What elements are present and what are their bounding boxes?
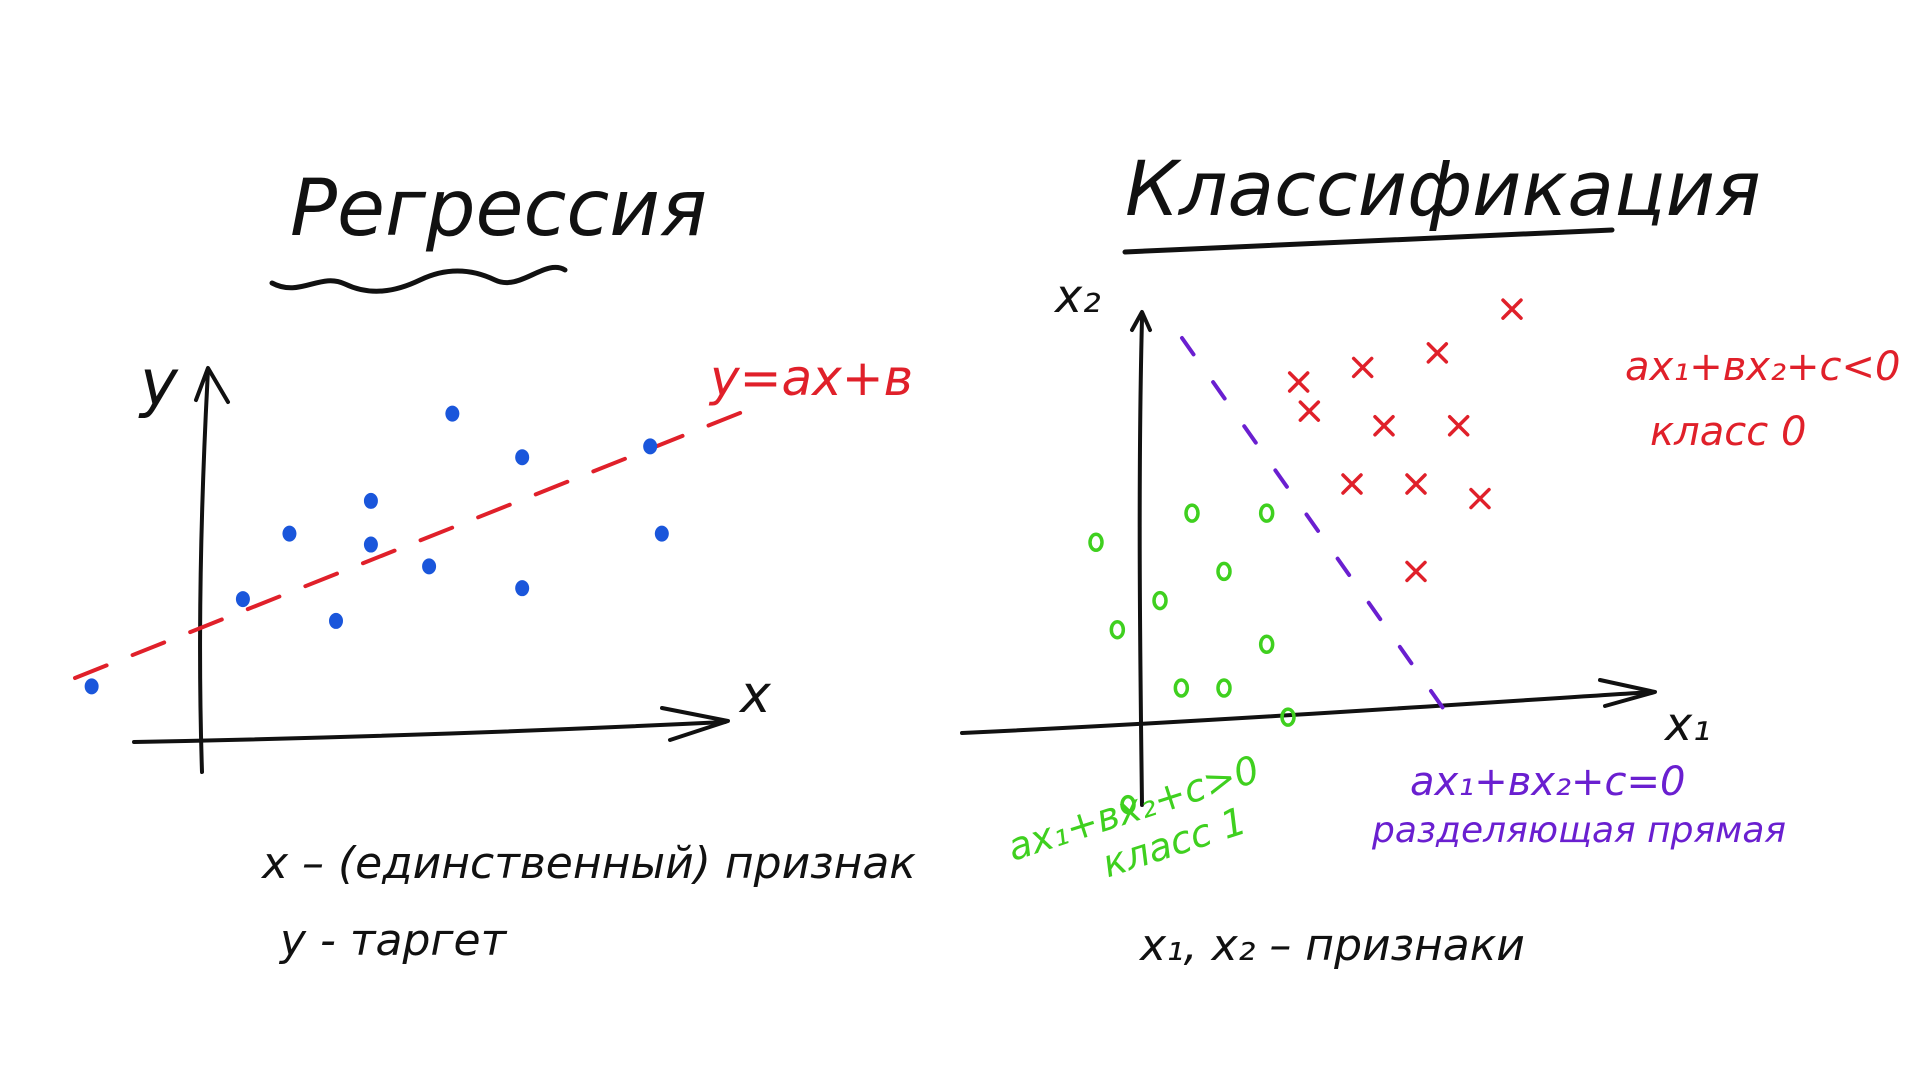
class0-cross-marker bbox=[1405, 473, 1427, 495]
class0-cross-marker bbox=[1351, 356, 1374, 379]
regression-data-point bbox=[363, 492, 378, 509]
classification-decision-boundary bbox=[1180, 336, 1464, 737]
regression-panel: Регрессия y x y=ax+в x – (единственный) … bbox=[73, 164, 916, 966]
class1-circle-marker bbox=[1184, 503, 1200, 523]
regression-data-point bbox=[235, 591, 250, 608]
regression-fit-line bbox=[73, 403, 762, 680]
class1-circle-marker bbox=[1216, 678, 1232, 698]
class0-cross-marker bbox=[1426, 342, 1449, 364]
classification-x1-axis bbox=[960, 690, 1654, 735]
classification-x1-axis-label: x₁ bbox=[1663, 697, 1711, 751]
regression-note-line2: y - таргет bbox=[278, 915, 508, 966]
regression-data-point bbox=[445, 405, 460, 422]
classification-note: x₁, x₂ – признаки bbox=[1138, 920, 1525, 971]
class1-circle-marker bbox=[1258, 634, 1275, 655]
class0-cross-marker bbox=[1405, 560, 1427, 583]
regression-data-point bbox=[643, 438, 658, 455]
regression-data-point bbox=[363, 536, 378, 553]
classification-x2-axis bbox=[1137, 316, 1144, 807]
regression-data-point bbox=[515, 449, 530, 466]
regression-x-axis-label: x bbox=[738, 665, 772, 725]
class0-cross-marker bbox=[1373, 414, 1395, 437]
boundary-rule: ax₁+вx₂+c=0 bbox=[1410, 759, 1686, 805]
regression-data-point bbox=[422, 558, 437, 575]
classification-data-points bbox=[1088, 298, 1523, 815]
class0-label: класс 0 bbox=[1650, 409, 1806, 455]
regression-title-underline bbox=[269, 265, 568, 294]
class0-cross-marker bbox=[1469, 487, 1491, 510]
class0-cross-marker bbox=[1298, 400, 1321, 422]
class0-cross-marker bbox=[1447, 414, 1470, 437]
regression-data-point bbox=[654, 525, 669, 542]
class1-circle-marker bbox=[1216, 561, 1232, 582]
regression-title: Регрессия bbox=[290, 164, 707, 254]
classification-title: Классификация bbox=[1125, 144, 1761, 233]
class1-circle-marker bbox=[1258, 503, 1275, 523]
classification-x2-axis-label: x₂ bbox=[1053, 269, 1101, 323]
regression-x-axis bbox=[132, 720, 727, 744]
regression-y-arrowhead bbox=[194, 366, 230, 404]
regression-line-label: y=ax+в bbox=[708, 349, 913, 407]
class0-cross-marker bbox=[1501, 298, 1523, 320]
regression-data-points bbox=[84, 405, 669, 695]
class1-circle-marker bbox=[1088, 532, 1104, 553]
regression-data-point bbox=[282, 525, 297, 542]
regression-data-point bbox=[515, 580, 530, 597]
regression-note-line1: x – (единственный) признак bbox=[260, 838, 916, 889]
class1-circle-marker bbox=[1109, 619, 1126, 640]
classification-title-underline bbox=[1122, 227, 1615, 255]
class0-cross-marker bbox=[1341, 473, 1363, 495]
regression-x-arrowhead bbox=[660, 706, 730, 742]
class0-rule: ax₁+вx₂+c<0 bbox=[1625, 344, 1901, 390]
class1-circle-marker bbox=[1173, 678, 1190, 698]
regression-data-point bbox=[329, 612, 343, 629]
regression-y-axis-label: y bbox=[138, 347, 179, 421]
classification-x1-arrowhead bbox=[1598, 678, 1657, 708]
classification-panel: Классификация x₂ x₁ ax₁+вx₂+c<0 класс 0 … bbox=[960, 144, 1901, 971]
class0-cross-marker bbox=[1287, 371, 1310, 393]
boundary-label: разделяющая прямая bbox=[1371, 810, 1786, 851]
regression-data-point bbox=[84, 678, 99, 695]
class1-circle-marker bbox=[1152, 590, 1168, 611]
class1-circle-marker bbox=[1120, 794, 1136, 815]
classification-x2-arrowhead bbox=[1130, 310, 1152, 332]
class1-circle-marker bbox=[1280, 707, 1296, 727]
regression-y-axis bbox=[198, 368, 210, 774]
